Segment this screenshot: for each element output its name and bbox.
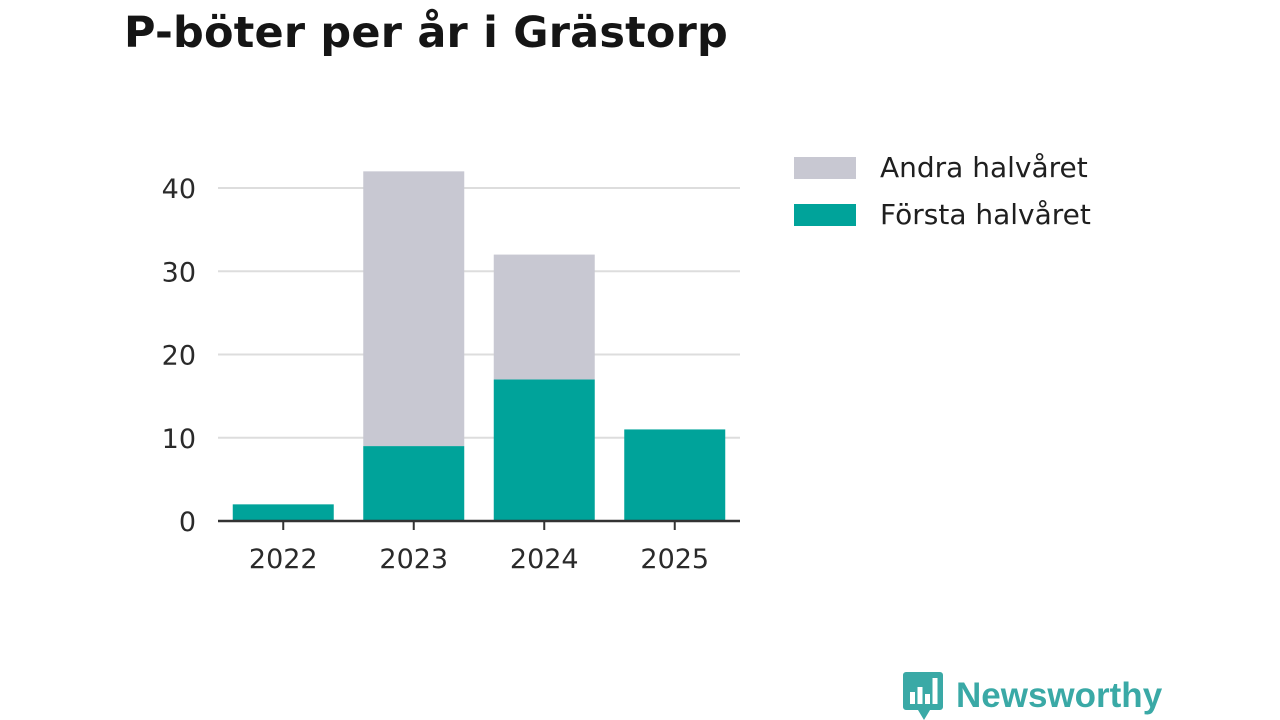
y-tick-label-40: 40 [162,174,196,205]
y-tick-labels: 0 10 20 30 40 [162,174,196,538]
chart-title: P-böter per år i Grästorp [124,8,729,58]
bar-2024-forsta [493,379,595,521]
x-tick-label-2023: 2023 [379,544,448,575]
bar-2022-forsta [232,504,334,521]
bar-2025-forsta [624,429,726,521]
legend-swatch-andra [794,156,856,179]
x-tick-label-2022: 2022 [249,544,318,575]
x-tick-label-2024: 2024 [510,544,579,575]
x-tick-label-2025: 2025 [640,544,709,575]
legend-item-forsta: Första halvåret [794,191,1091,238]
legend-swatch-forsta [794,203,856,226]
newsworthy-logo-icon [903,672,943,720]
legend-label-andra: Andra halvåret [880,151,1088,184]
y-tick-label-30: 30 [162,257,196,288]
y-tick-label-10: 10 [162,424,196,455]
axes [218,519,740,530]
bars [232,171,726,521]
y-tick-label-20: 20 [162,341,196,372]
x-tick-labels: 2022 2023 2024 2025 [249,544,709,575]
brand-logo: Newsworthy [902,670,1162,720]
brand-name: Newsworthy [956,676,1163,715]
y-tick-label-0: 0 [179,507,196,538]
bar-2023-forsta [363,446,465,521]
legend-label-forsta: Första halvåret [880,198,1091,231]
bar-2023-andra [363,171,465,447]
legend-item-andra: Andra halvåret [794,144,1091,191]
gridlines [218,187,740,439]
bar-2024-andra [493,254,595,380]
legend: Andra halvåret Första halvåret [794,144,1091,238]
